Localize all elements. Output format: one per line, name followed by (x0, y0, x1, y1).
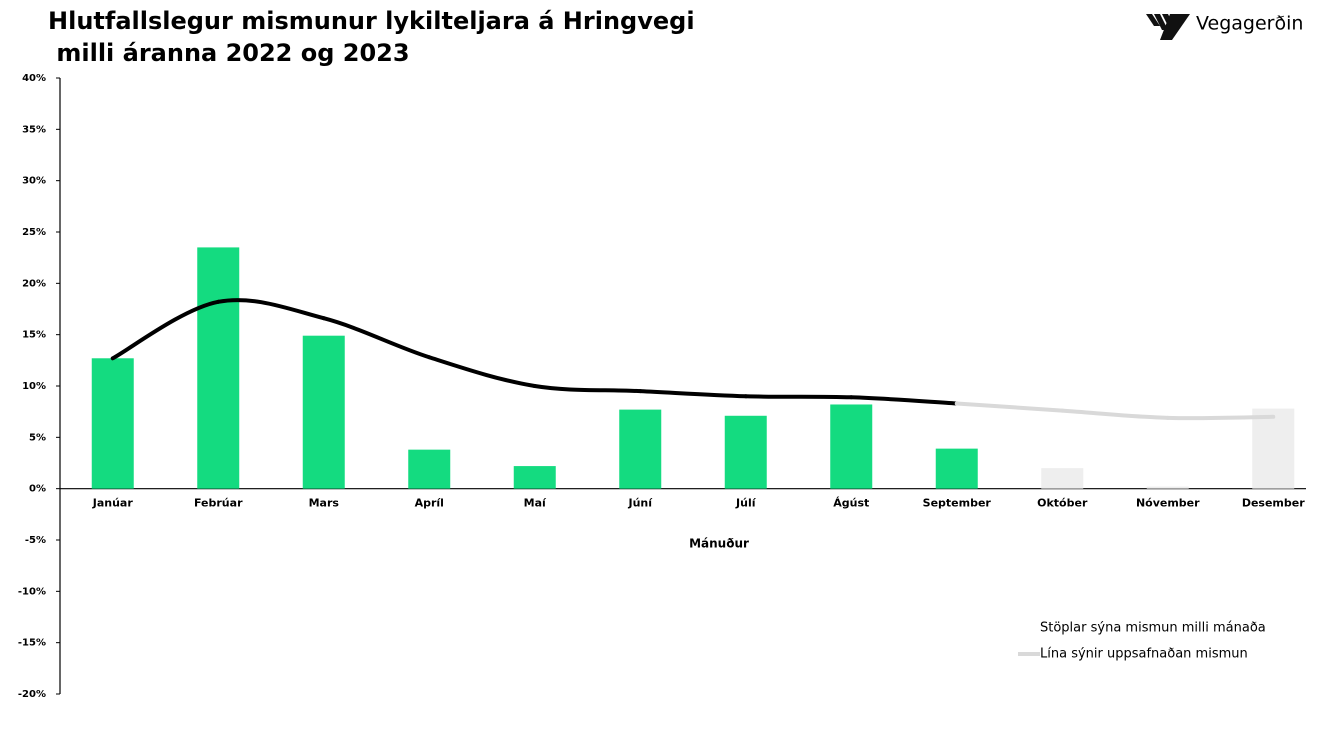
x-tick-label: Ágúst (833, 497, 869, 510)
y-tick-label: -15% (18, 638, 46, 649)
x-tick-label: Júlí (735, 497, 757, 510)
bar (302, 335, 345, 489)
y-tick-label: 40% (22, 73, 46, 84)
line-segment (110, 299, 221, 361)
x-tick-label: Febrúar (194, 497, 243, 510)
line-segment (638, 389, 748, 399)
x-tick-label: Nóvember (1136, 497, 1200, 510)
line-segment (1165, 414, 1276, 421)
x-tick-label: Desember (1242, 497, 1305, 510)
bar (197, 247, 240, 489)
chart-title: Hlutfallslegur mismunur lykilteljara á H… (48, 7, 695, 35)
y-tick-label: 35% (22, 124, 46, 135)
bar (91, 358, 134, 489)
x-tick-label: Júní (627, 497, 653, 510)
line-segment (216, 298, 326, 321)
x-tick-label: September (923, 497, 992, 510)
line-segment (1060, 408, 1170, 420)
bar (408, 449, 451, 489)
y-tick-label: 10% (22, 381, 46, 392)
y-tick-label: 20% (22, 278, 46, 289)
x-tick-label: Mars (309, 497, 340, 510)
x-tick-label: Apríl (415, 497, 444, 510)
line-segment (954, 401, 1065, 413)
x-tick-label: Janúar (92, 497, 134, 510)
logo-text: Vegagerðin (1196, 13, 1303, 35)
line-segment (321, 316, 432, 360)
bar (513, 466, 556, 489)
x-tick-label: Maí (524, 497, 547, 510)
y-tick-label: -20% (18, 689, 46, 700)
line-segment (743, 394, 854, 400)
bar (935, 448, 978, 489)
y-tick-label: -5% (25, 535, 46, 546)
bar (724, 415, 767, 489)
legend-label: Lína sýnir uppsafnaðan mismun (1040, 647, 1248, 662)
y-tick-label: 30% (22, 176, 46, 187)
chart-title: milli áranna 2022 og 2023 (48, 39, 410, 67)
y-tick-label: -10% (18, 586, 46, 597)
line-segment (849, 395, 959, 406)
x-axis-label: Mánuður (689, 537, 749, 551)
y-tick-label: 5% (29, 432, 46, 443)
bar (1252, 408, 1295, 489)
x-tick-label: Október (1037, 497, 1088, 510)
logo-icon (1146, 14, 1190, 40)
y-tick-label: 25% (22, 227, 46, 238)
legend-label: Stöplar sýna mismun milli mánaða (1040, 621, 1266, 636)
bar (1146, 486, 1189, 489)
y-tick-label: 15% (22, 330, 46, 341)
bar (830, 404, 873, 489)
bar (619, 409, 662, 489)
bar (1041, 468, 1084, 489)
y-tick-label: 0% (29, 484, 46, 495)
line-segment (532, 384, 643, 394)
line-segment (427, 355, 537, 388)
